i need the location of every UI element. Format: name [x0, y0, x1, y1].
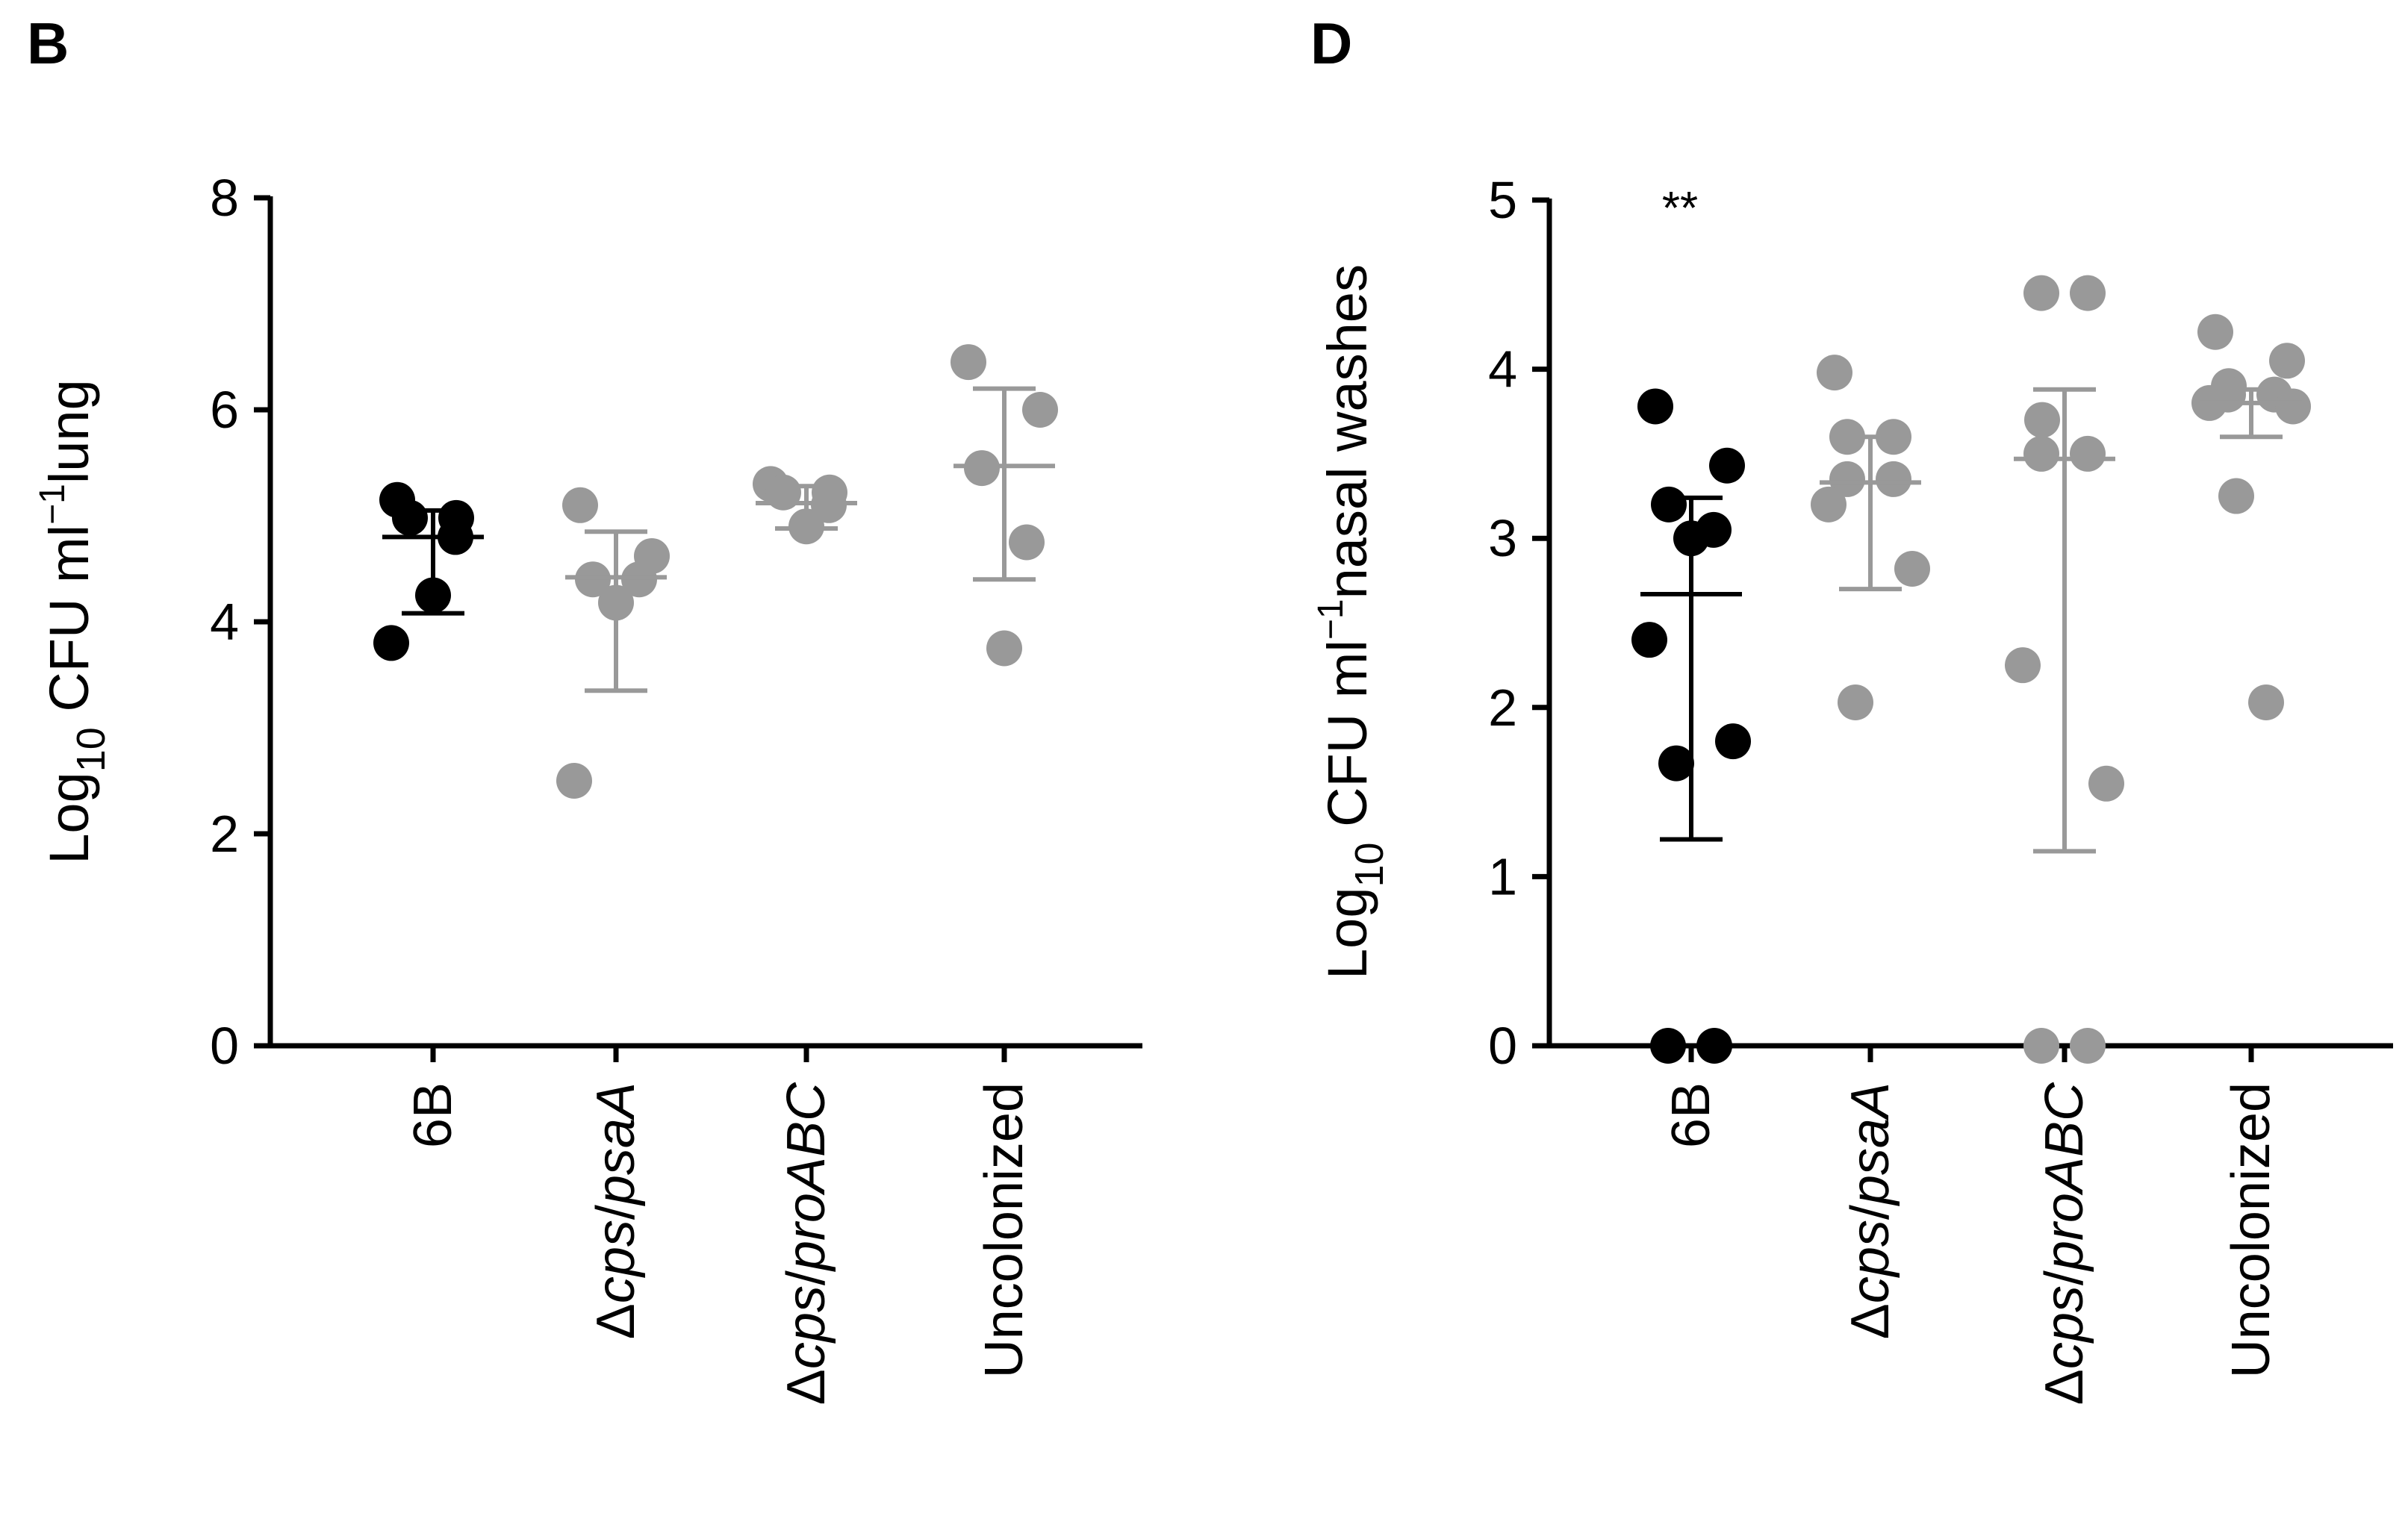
data-point	[1650, 1028, 1686, 1064]
data-point	[1829, 461, 1865, 497]
y-tick-label: 0	[1488, 1017, 1517, 1075]
data-point	[2070, 435, 2106, 472]
y-tick-label: 5	[1488, 171, 1517, 229]
data-point	[2248, 684, 2284, 721]
category-3: Uncolonized	[951, 344, 1058, 1378]
data-point	[2088, 765, 2124, 802]
category-label-delta: Δ	[586, 1303, 646, 1339]
data-point	[1631, 622, 1667, 658]
y-axis-label: Log10 CFU ml−1nasal washes	[1311, 264, 1392, 979]
data-point	[1658, 745, 1694, 782]
y-tick-label: 4	[1488, 340, 1517, 399]
data-point	[1811, 486, 1847, 523]
y-tick-label: 6	[210, 381, 239, 439]
y-tick-label: 2	[1488, 679, 1517, 737]
category-label: Δcps/psaA	[1841, 1082, 1900, 1339]
data-point	[392, 499, 428, 536]
category-label-gene2: psaA	[586, 1082, 646, 1206]
category-label-delta: Δ	[1841, 1303, 1900, 1339]
ylabel-sup: −1	[1311, 599, 1351, 640]
data-point	[1009, 524, 1045, 561]
y-tick-label: 0	[210, 1017, 239, 1075]
panel-label: B	[27, 10, 69, 76]
category-0: 6B	[1631, 388, 1751, 1148]
ylabel-sub: 10	[1347, 842, 1392, 887]
data-point	[1022, 392, 1058, 428]
ylabel-sup: −1	[33, 484, 72, 525]
y-tick-label: 4	[210, 593, 239, 651]
category-2: Δcps/proABC	[753, 466, 857, 1405]
ylabel-suffix: nasal washes	[1316, 264, 1378, 599]
category-label: Δcps/psaA	[586, 1082, 646, 1339]
category-label: Δcps/proABC	[2035, 1082, 2094, 1405]
category-1: Δcps/psaA	[556, 487, 670, 1339]
category-label: Uncolonized	[974, 1082, 1034, 1378]
ylabel-log: Log	[1316, 888, 1378, 979]
data-point	[556, 763, 592, 799]
data-point	[2197, 314, 2233, 350]
ylabel-suffix: lung	[38, 379, 100, 484]
data-point	[2269, 343, 2305, 379]
category-label-delta: Δ	[2035, 1369, 2094, 1405]
data-point	[1637, 388, 1673, 425]
category-label-gene2: psaA	[1841, 1082, 1900, 1206]
data-point	[1651, 486, 1687, 523]
data-point	[2023, 1028, 2059, 1064]
data-point	[2275, 388, 2311, 425]
y-tick-label: 2	[210, 805, 239, 863]
category-1: Δcps/psaA	[1811, 355, 1930, 1339]
data-point	[373, 625, 409, 661]
data-point	[1715, 723, 1751, 760]
category-label-slash: /	[1841, 1205, 1900, 1220]
data-point	[1876, 461, 1911, 497]
data-point	[2023, 435, 2059, 472]
category-label-gene1: cps	[777, 1285, 836, 1369]
category-label: Uncolonized	[2221, 1082, 2281, 1378]
category-label-gene2: proABC	[777, 1082, 836, 1272]
data-point	[986, 630, 1022, 667]
category-label-gene2: proABC	[2035, 1082, 2094, 1272]
data-point	[2070, 1028, 2106, 1064]
significance-annotation: **	[1662, 183, 1698, 234]
data-point	[2218, 478, 2254, 514]
category-label: Δcps/proABC	[777, 1082, 836, 1405]
panel-D: D 0 1 2 3 4 5 Log10 CFU ml−1nasal washes ** 6B Δcp…	[1310, 10, 2393, 1405]
data-point	[2024, 402, 2060, 438]
data-point	[1894, 550, 1930, 587]
data-point	[1817, 355, 1852, 391]
data-point	[951, 344, 986, 381]
data-point	[1838, 684, 1873, 721]
y-axis-label: Log10 CFU ml−1lung	[33, 379, 113, 864]
category-label: 6B	[403, 1082, 463, 1148]
ylabel-sub: 10	[69, 727, 113, 772]
y-tick-label: 1	[1488, 847, 1517, 905]
data-point	[2070, 275, 2106, 311]
category-label-slash: /	[777, 1270, 836, 1285]
panel-label: D	[1310, 10, 1352, 76]
y-tick-label: 8	[210, 169, 239, 227]
category-label-gene1: cps	[1841, 1220, 1900, 1303]
category-label-slash: /	[2035, 1270, 2094, 1285]
ylabel-main: CFU ml	[1316, 640, 1378, 842]
category-label: 6B	[1661, 1082, 1721, 1148]
category-label-gene1: cps	[586, 1220, 646, 1303]
data-point	[2005, 647, 2041, 684]
data-point	[1696, 1028, 1732, 1064]
category-label-delta: Δ	[777, 1369, 836, 1405]
category-label-gene1: cps	[2035, 1285, 2094, 1369]
category-0: 6B	[373, 481, 484, 1148]
data-point	[2023, 275, 2059, 311]
category-2: Δcps/proABC	[2005, 275, 2124, 1405]
ylabel-log: Log	[38, 772, 100, 864]
data-point	[1709, 447, 1745, 484]
category-3: Uncolonized	[2191, 314, 2311, 1378]
y-tick-label: 3	[1488, 509, 1517, 567]
data-point	[562, 487, 598, 523]
ylabel-main: CFU ml	[38, 525, 100, 727]
category-label-slash: /	[586, 1205, 646, 1220]
